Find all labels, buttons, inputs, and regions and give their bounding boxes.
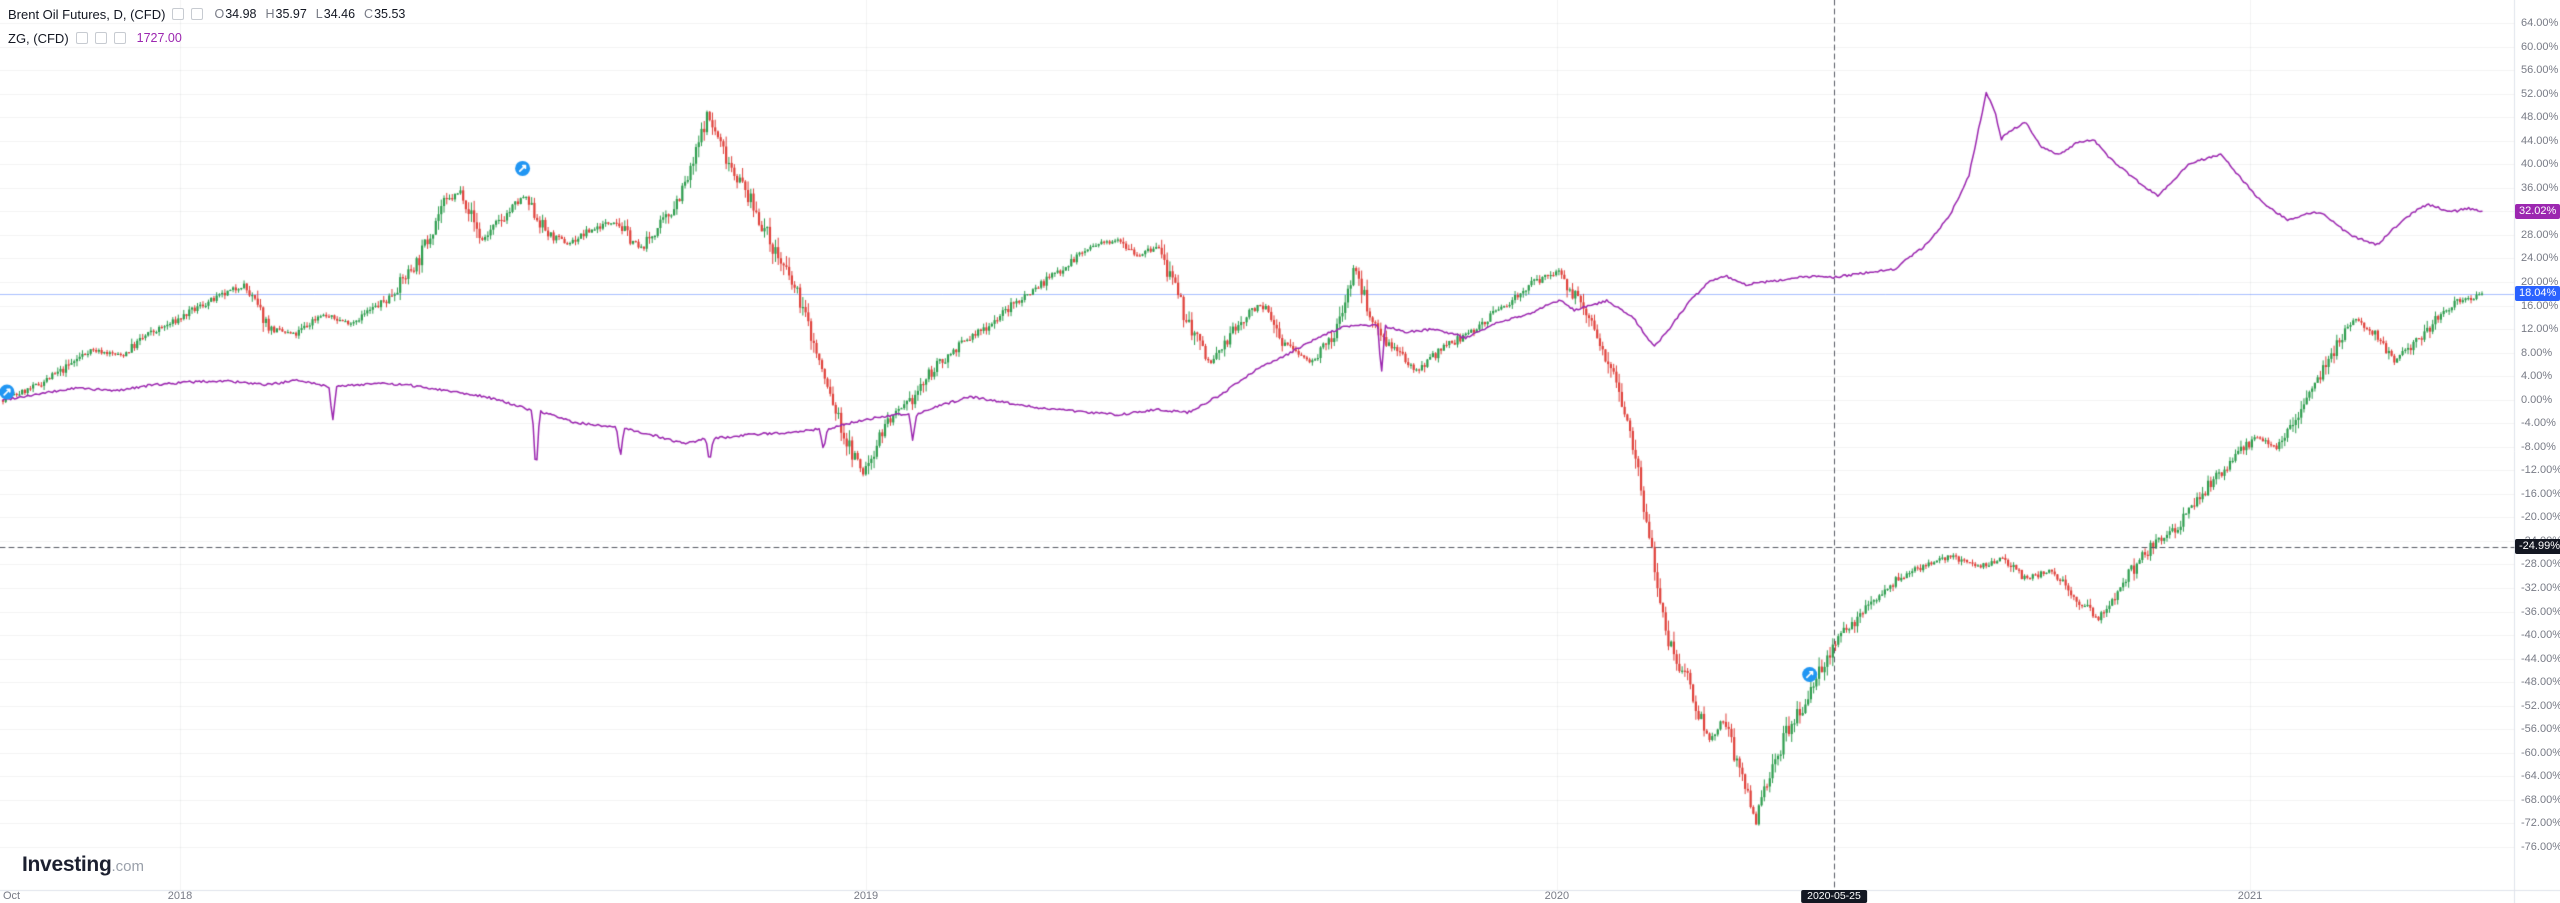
settings-icon[interactable] [94, 32, 107, 44]
zg-last-value: 1727.00 [136, 31, 182, 45]
x-axis-label: 2020 [1544, 890, 1570, 902]
y-axis-label: 12.00% [2521, 323, 2559, 336]
y-axis-label: 56.00% [2521, 64, 2559, 77]
y-axis-label: 64.00% [2521, 17, 2559, 29]
legend-row-brent: Brent Oil Futures, D, (CFD) O 34.98 H 35.9… [8, 5, 405, 23]
x-axis-label: 2019 [853, 890, 879, 902]
ohlc-values: O 34.98 H 35.97 L 34.46 C 35.53 [214, 7, 405, 21]
y-axis-label: -60.00% [2521, 746, 2560, 759]
y-axis-label: -36.00% [2521, 605, 2560, 618]
y-axis-label: 24.00% [2521, 252, 2559, 265]
gold-price-badge: 32.02% [2515, 203, 2560, 219]
y-axis-label: 52.00% [2521, 87, 2559, 100]
y-axis-label: -44.00% [2521, 652, 2560, 665]
y-axis-label: 0.00% [2521, 393, 2553, 406]
y-axis-label: 48.00% [2521, 111, 2559, 124]
logo-bold-text: Investing [22, 853, 112, 876]
open-value: O 34.98 [214, 7, 257, 21]
y-axis-label: 8.00% [2521, 346, 2553, 359]
symbol-title-brent[interactable]: Brent Oil Futures, D, (CFD) [8, 6, 166, 22]
brent-price-badge: 18.04% [2515, 286, 2560, 301]
chart-legend: Brent Oil Futures, D, (CFD) O 34.98 H 35.9… [8, 5, 405, 47]
y-axis-label: 44.00% [2521, 134, 2559, 147]
y-axis-label: 20.00% [2521, 275, 2559, 288]
y-axis-label: -4.00% [2521, 417, 2556, 430]
y-axis-label: 28.00% [2521, 228, 2559, 241]
eye-icon[interactable] [75, 32, 88, 44]
y-axis-label: -64.00% [2521, 770, 2560, 783]
y-axis-label: -8.00% [2521, 440, 2556, 453]
y-axis-label: -68.00% [2521, 793, 2560, 806]
y-axis-label: -20.00% [2521, 511, 2560, 524]
y-axis-label: 40.00% [2521, 158, 2559, 171]
y-axis-label: -72.00% [2521, 817, 2560, 830]
y-axis-label: -76.00% [2521, 840, 2560, 853]
y-axis-label: -28.00% [2521, 558, 2560, 571]
price-axis[interactable]: 32.02% 18.04% -24.99% 64.00% 60.00% 56.00%… [2514, 0, 2560, 890]
y-axis-label: 4.00% [2521, 370, 2553, 383]
eye-icon[interactable] [172, 8, 185, 20]
y-axis-label: -32.00% [2521, 582, 2560, 595]
crosshair-price-badge: -24.99% [2515, 539, 2560, 555]
y-axis-label: -16.00% [2521, 487, 2560, 500]
y-axis-label: -56.00% [2521, 723, 2560, 736]
time-axis[interactable]: 2020-05-25 Oct 2018 2019 2020 2021 [0, 890, 2560, 903]
close-icon[interactable] [113, 32, 126, 44]
y-axis-label: -48.00% [2521, 676, 2560, 689]
y-axis-label: 36.00% [2521, 181, 2559, 194]
x-axis-label: 2018 [167, 890, 193, 902]
y-axis-label: 60.00% [2521, 40, 2559, 53]
y-axis-label: -52.00% [2521, 699, 2560, 712]
x-axis-label: 2021 [2237, 890, 2263, 902]
y-axis-label: -40.00% [2521, 629, 2560, 642]
crosshair-date-badge: 2020-05-25 [1801, 890, 1867, 903]
x-axis-label: Oct [3, 890, 21, 902]
investing-logo[interactable]: Investing .com [22, 853, 144, 877]
legend-row-zg: ZG, (CFD) 1727.00 [8, 29, 405, 47]
settings-icon[interactable] [191, 8, 204, 20]
y-axis-label: 16.00% [2521, 299, 2559, 312]
logo-suffix-text: .com [111, 858, 144, 875]
high-value: H 35.97 [265, 7, 307, 21]
low-value: L 34.46 [315, 7, 356, 21]
symbol-title-zg[interactable]: ZG, (CFD) [8, 30, 69, 46]
y-axis-label: -12.00% [2521, 464, 2560, 477]
close-value: C 35.53 [364, 7, 406, 21]
